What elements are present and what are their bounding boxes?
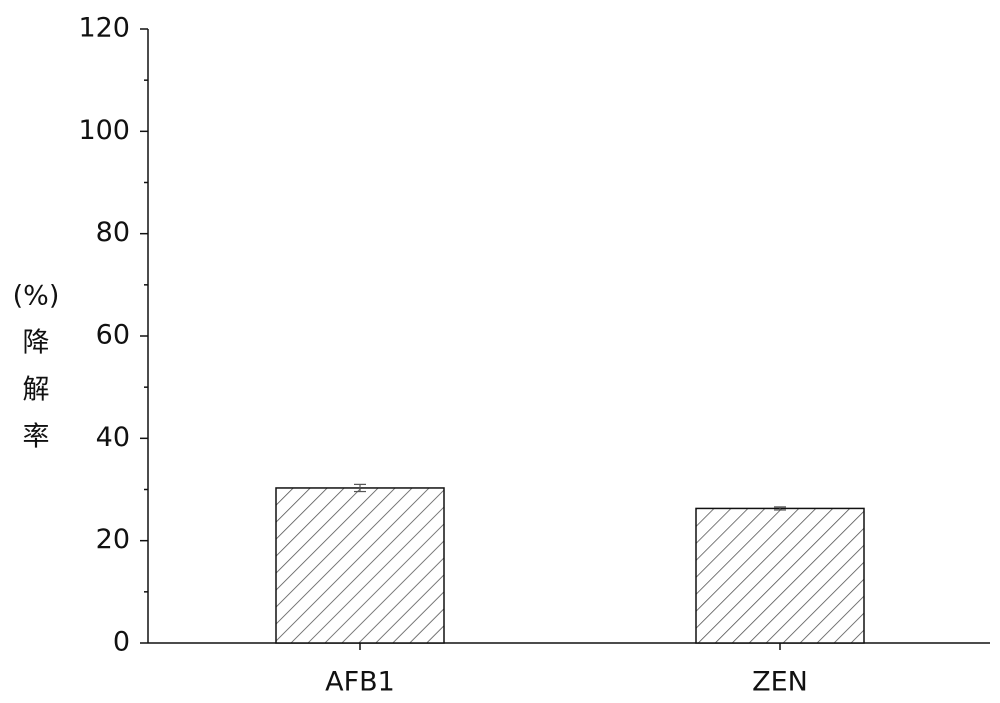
y-tick-label: 100 — [78, 115, 130, 146]
y-axis-label: 解 — [23, 375, 50, 406]
y-tick-label: 40 — [96, 422, 130, 453]
y-tick-label: 60 — [96, 320, 130, 351]
bar — [275, 487, 445, 644]
y-tick-label: 80 — [96, 217, 130, 248]
y-axis-label: 率 — [23, 422, 50, 453]
y-axis-label: 降 — [23, 328, 50, 359]
y-tick-label: 20 — [96, 524, 130, 555]
x-tick-label: AFB1 — [325, 667, 395, 698]
y-tick-label: 0 — [113, 627, 130, 658]
bar — [695, 507, 865, 644]
y-tick-label: 120 — [78, 13, 130, 44]
y-axis-label: (%) — [13, 281, 60, 312]
x-tick-label: ZEN — [752, 667, 808, 698]
